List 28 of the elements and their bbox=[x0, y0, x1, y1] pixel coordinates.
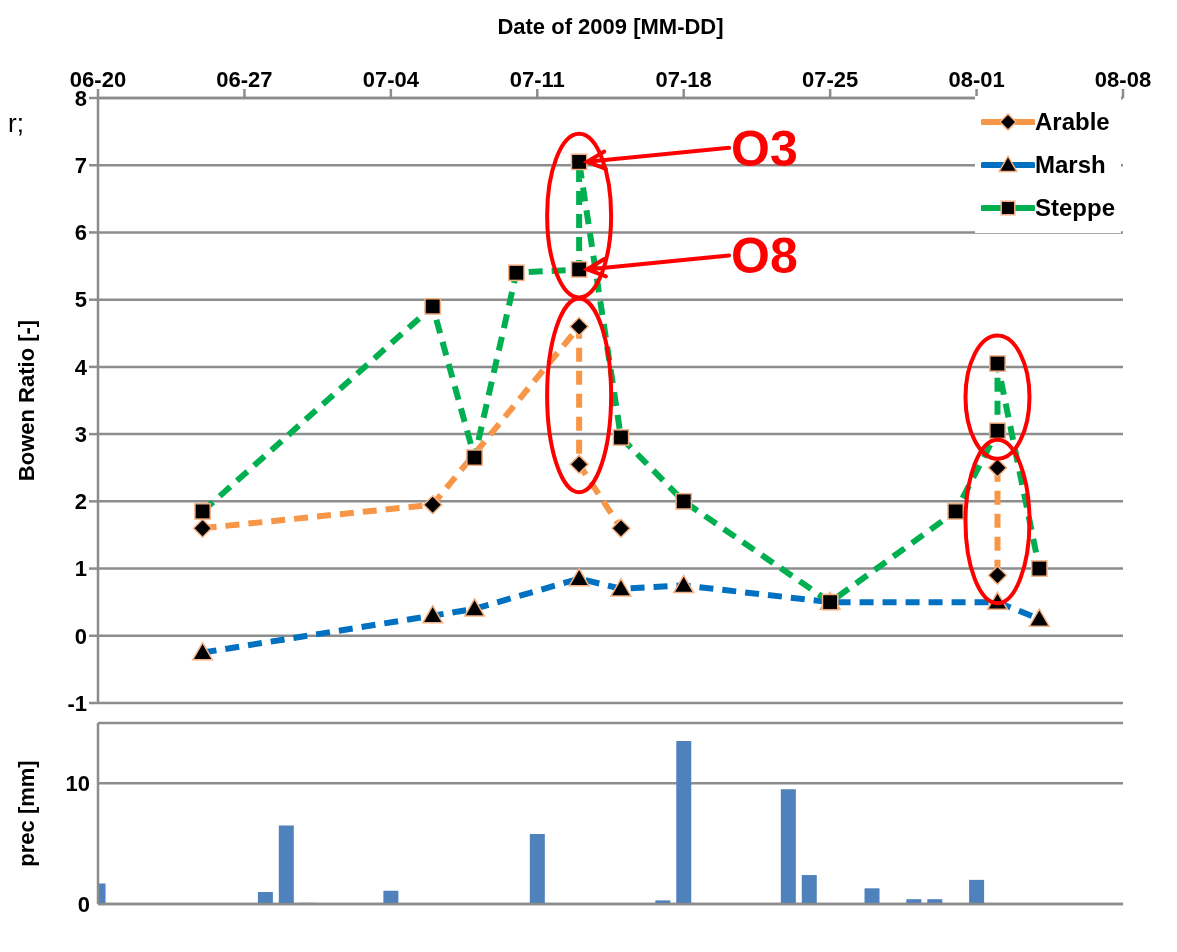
y-axis-title: prec [mm] bbox=[13, 760, 39, 867]
x-tick-label: 07-25 bbox=[802, 67, 859, 92]
x-tick-label: 06-20 bbox=[69, 67, 127, 92]
x-tick-label: 07-18 bbox=[655, 67, 712, 92]
y-tick-label: 2 bbox=[74, 489, 87, 515]
annotation: O8 bbox=[731, 228, 798, 285]
y-tick-label: 1 bbox=[74, 556, 87, 582]
y-axis-title: Bowen Ratio [-] bbox=[13, 319, 39, 482]
x-tick-label: 06-27 bbox=[216, 67, 273, 92]
x-tick-label: 08-01 bbox=[948, 67, 1005, 92]
y-tick-label: 4 bbox=[74, 354, 88, 380]
y-tick-label: 0 bbox=[77, 891, 90, 917]
y-tick-label: 3 bbox=[74, 421, 87, 447]
annotation: O3 bbox=[731, 120, 798, 177]
text: r; bbox=[8, 108, 24, 139]
legend-label: Marsh bbox=[1034, 150, 1106, 179]
x-tick-label: 07-04 bbox=[362, 67, 420, 92]
x-tick-label: 08-08 bbox=[1094, 67, 1152, 92]
y-tick-label: 10 bbox=[65, 771, 90, 797]
y-tick-label: -1 bbox=[67, 690, 87, 716]
y-tick-label: 5 bbox=[74, 287, 87, 313]
y-tick-label: 7 bbox=[74, 153, 87, 179]
legend-label: Steppe bbox=[1034, 193, 1115, 222]
legend-label: Arable bbox=[1034, 107, 1110, 136]
y-tick-label: 6 bbox=[74, 220, 87, 246]
x-axis-title: Date of 2009 [MM-DD] bbox=[497, 13, 724, 39]
y-tick-label: 0 bbox=[74, 623, 87, 649]
x-tick-label: 07-11 bbox=[509, 67, 565, 92]
